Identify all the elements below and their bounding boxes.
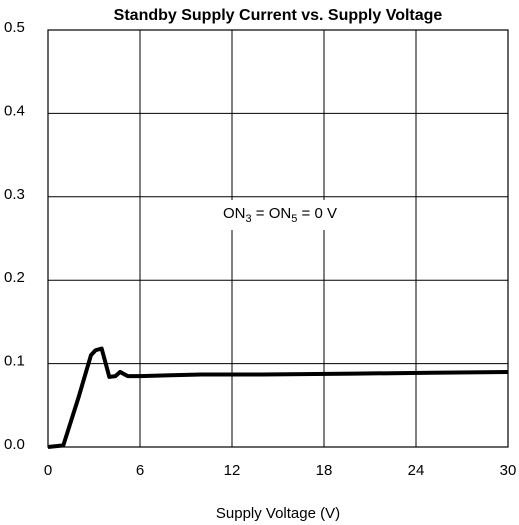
x-tick-label: 6 (136, 462, 144, 479)
annotation-background (188, 200, 372, 230)
y-tick-label: 0.1 (4, 353, 25, 370)
annotation-part: ON (223, 205, 246, 222)
x-axis-label: Supply Voltage (V) (216, 505, 340, 522)
y-tick-label: 0.0 (4, 436, 25, 453)
annotation-part: = ON (252, 205, 292, 222)
y-tick-label: 0.3 (4, 186, 25, 203)
chart-title: Standby Supply Current vs. Supply Voltag… (114, 7, 443, 24)
x-tick-label: 0 (44, 462, 52, 479)
y-tick-label: 0.4 (4, 102, 25, 119)
plot-border (47, 29, 509, 448)
annotation-part: 5 (291, 213, 297, 225)
y-tick-label: 0.2 (4, 269, 25, 286)
annotation-part: 3 (246, 213, 252, 225)
x-tick-label: 24 (408, 462, 425, 479)
x-tick-label: 18 (316, 462, 333, 479)
x-tick-label: 30 (500, 462, 517, 479)
annotation-part: = 0 V (297, 205, 337, 222)
line-series (47, 346, 509, 449)
annotation: ON3 = ON5 = 0 V (223, 205, 337, 225)
x-tick-label: 12 (224, 462, 241, 479)
y-tick-label: 0.5 (4, 19, 25, 36)
